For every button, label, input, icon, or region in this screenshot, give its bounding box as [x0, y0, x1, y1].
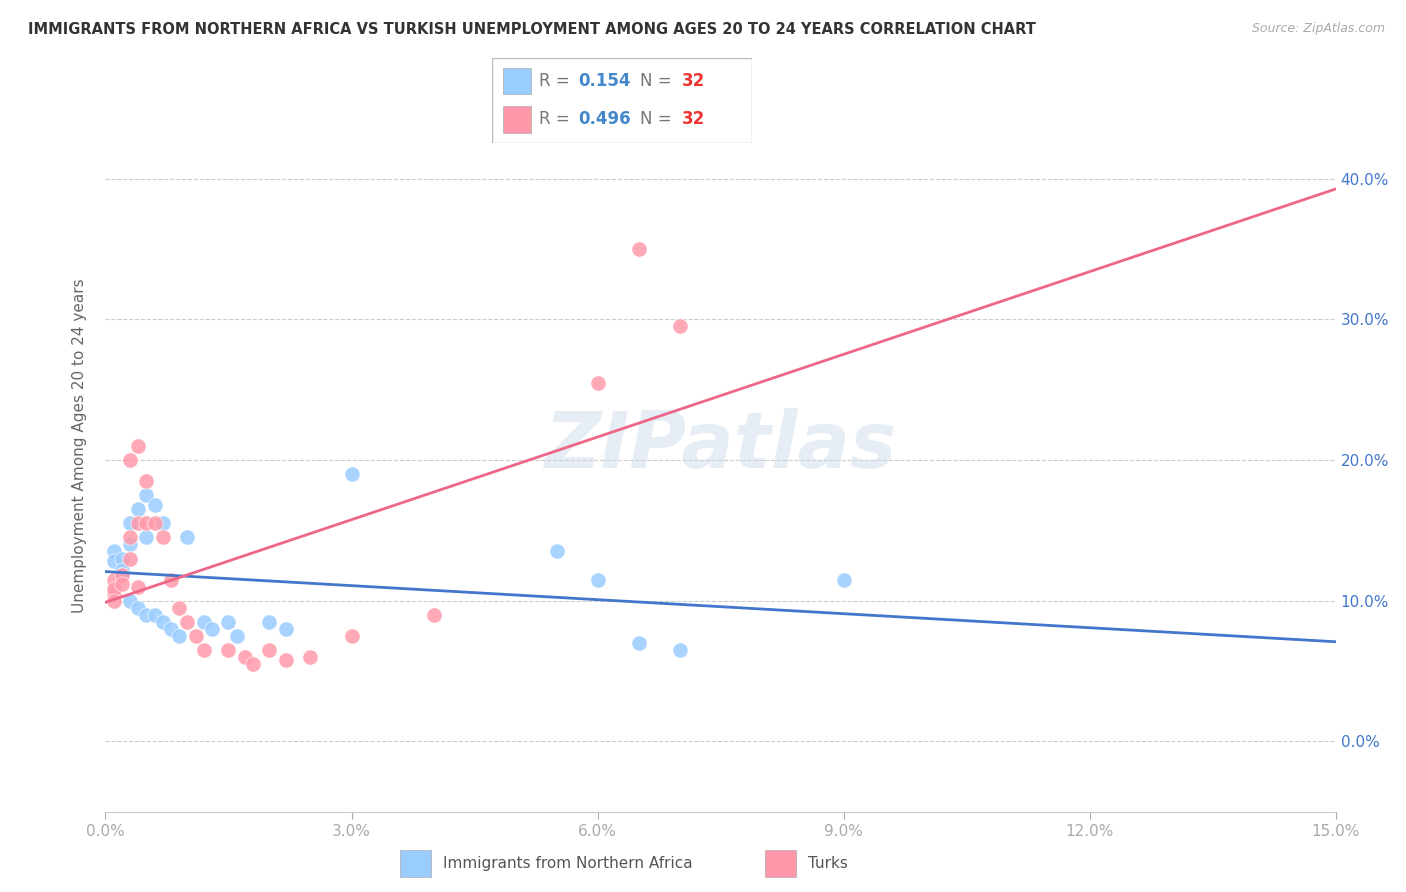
- Text: R =: R =: [538, 111, 575, 128]
- Point: [152, 516, 174, 531]
- Point: [299, 650, 322, 665]
- Point: [627, 242, 650, 256]
- Point: [274, 622, 297, 636]
- Point: [120, 551, 141, 566]
- Point: [586, 573, 609, 587]
- Point: [160, 573, 183, 587]
- Point: [120, 516, 141, 531]
- Text: ZIPatlas: ZIPatlas: [544, 408, 897, 484]
- Text: Source: ZipAtlas.com: Source: ZipAtlas.com: [1251, 22, 1385, 36]
- Point: [127, 600, 149, 615]
- Point: [586, 376, 609, 390]
- Text: 32: 32: [682, 111, 706, 128]
- FancyBboxPatch shape: [492, 58, 752, 143]
- Point: [169, 600, 191, 615]
- Text: 32: 32: [682, 72, 706, 90]
- Point: [193, 643, 215, 657]
- Point: [127, 516, 149, 531]
- Point: [135, 607, 157, 622]
- Point: [218, 643, 240, 657]
- Text: Immigrants from Northern Africa: Immigrants from Northern Africa: [443, 855, 693, 871]
- Point: [111, 568, 134, 582]
- FancyBboxPatch shape: [502, 106, 531, 133]
- Text: 0.496: 0.496: [578, 111, 630, 128]
- Point: [120, 530, 141, 544]
- Point: [103, 544, 125, 558]
- Point: [143, 498, 166, 512]
- Point: [143, 516, 166, 531]
- Point: [668, 643, 690, 657]
- Point: [422, 607, 444, 622]
- FancyBboxPatch shape: [399, 850, 430, 877]
- Point: [259, 615, 281, 629]
- Point: [184, 629, 207, 643]
- Text: R =: R =: [538, 72, 575, 90]
- FancyBboxPatch shape: [765, 850, 796, 877]
- Point: [135, 530, 157, 544]
- Text: N =: N =: [640, 72, 678, 90]
- Point: [218, 615, 240, 629]
- Point: [120, 453, 141, 467]
- FancyBboxPatch shape: [502, 68, 531, 95]
- Text: IMMIGRANTS FROM NORTHERN AFRICA VS TURKISH UNEMPLOYMENT AMONG AGES 20 TO 24 YEAR: IMMIGRANTS FROM NORTHERN AFRICA VS TURKI…: [28, 22, 1036, 37]
- Point: [135, 488, 157, 502]
- Point: [135, 516, 157, 531]
- Point: [193, 615, 215, 629]
- Point: [103, 582, 125, 597]
- Point: [832, 573, 855, 587]
- Point: [111, 577, 134, 591]
- Point: [546, 544, 568, 558]
- Point: [225, 629, 247, 643]
- Point: [152, 615, 174, 629]
- Point: [103, 573, 125, 587]
- Point: [340, 467, 363, 482]
- Point: [340, 629, 363, 643]
- Point: [111, 568, 134, 582]
- Point: [135, 474, 157, 488]
- Point: [160, 622, 183, 636]
- Point: [169, 629, 191, 643]
- Point: [627, 636, 650, 650]
- Point: [201, 622, 224, 636]
- Text: N =: N =: [640, 111, 678, 128]
- Text: Turks: Turks: [808, 855, 848, 871]
- Point: [127, 580, 149, 594]
- Point: [111, 563, 134, 577]
- Point: [668, 319, 690, 334]
- Point: [143, 607, 166, 622]
- Point: [127, 502, 149, 516]
- Point: [274, 653, 297, 667]
- Point: [259, 643, 281, 657]
- Point: [103, 554, 125, 568]
- Point: [120, 537, 141, 551]
- Point: [111, 551, 134, 566]
- Point: [103, 587, 125, 601]
- Text: 0.154: 0.154: [578, 72, 630, 90]
- Point: [233, 650, 256, 665]
- Point: [103, 593, 125, 607]
- Point: [152, 530, 174, 544]
- Point: [176, 615, 198, 629]
- Point: [120, 593, 141, 607]
- Y-axis label: Unemployment Among Ages 20 to 24 years: Unemployment Among Ages 20 to 24 years: [72, 278, 87, 614]
- Point: [176, 530, 198, 544]
- Point: [242, 657, 264, 671]
- Point: [127, 439, 149, 453]
